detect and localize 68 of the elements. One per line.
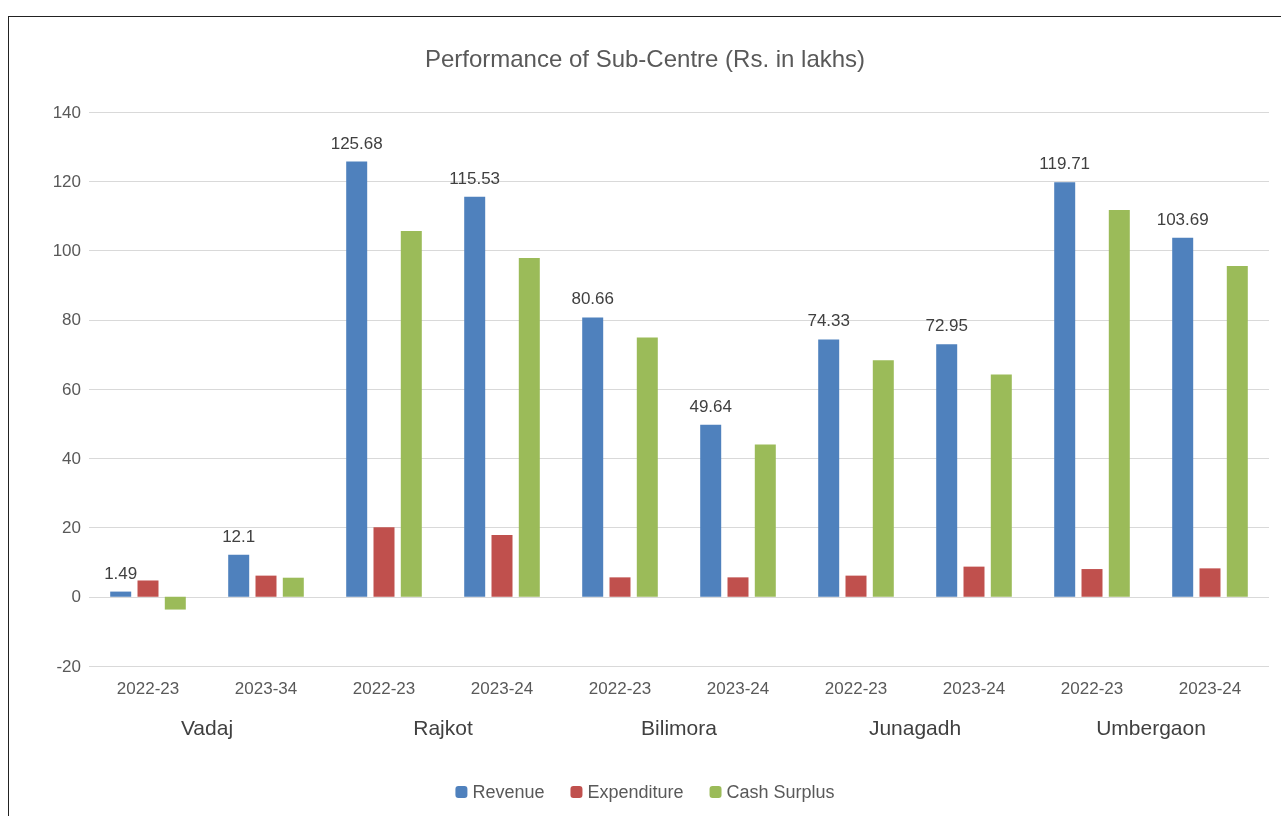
data-label: 12.1 bbox=[222, 526, 256, 546]
data-label: 119.71 bbox=[1039, 154, 1091, 174]
y-tick-label: 140 bbox=[52, 102, 81, 122]
data-label: 74.33 bbox=[807, 311, 850, 331]
x-tick-label: 2023-34 bbox=[234, 679, 298, 698]
bar bbox=[872, 360, 894, 597]
text: Junagadh bbox=[868, 716, 962, 739]
y-tick-label: 0 bbox=[71, 587, 81, 607]
x-tick-label: 2022-23 bbox=[824, 679, 888, 698]
bar bbox=[727, 577, 749, 597]
bar bbox=[491, 535, 513, 597]
bar bbox=[255, 575, 277, 597]
y-tick-label: 20 bbox=[62, 518, 81, 537]
x-tick-label: 2023-24 bbox=[470, 679, 534, 698]
data-label: 1.49 bbox=[104, 563, 138, 583]
y-tick-label: 100 bbox=[52, 241, 81, 260]
bar bbox=[346, 161, 368, 597]
bar bbox=[400, 231, 422, 597]
data-label: 125.68 bbox=[330, 133, 383, 153]
data-label: 80.66 bbox=[571, 289, 614, 309]
bar bbox=[754, 444, 776, 597]
bar bbox=[373, 527, 395, 597]
bar bbox=[1054, 182, 1076, 597]
legend-label: Expenditure bbox=[587, 782, 684, 802]
y-tick-label: 40 bbox=[62, 448, 81, 468]
bar bbox=[582, 317, 604, 597]
bar bbox=[845, 575, 867, 597]
bar bbox=[137, 580, 159, 597]
bar bbox=[609, 577, 631, 597]
chart-title: Performance of Sub-Centre (Rs. in lakhs) bbox=[424, 44, 866, 72]
x-tick-label: 2022-23 bbox=[116, 679, 180, 698]
data-label: 72.95 bbox=[925, 316, 968, 336]
data-label: 115.53 bbox=[449, 168, 501, 188]
bar bbox=[282, 577, 304, 597]
bar bbox=[1081, 569, 1103, 597]
text: Umbergaon bbox=[1096, 716, 1206, 739]
text: Bilimora bbox=[641, 716, 718, 739]
y-tick-label: 120 bbox=[52, 171, 81, 191]
x-tick-label: 2022-23 bbox=[352, 679, 416, 698]
bar bbox=[636, 337, 658, 597]
bar bbox=[1108, 209, 1130, 597]
x-tick-label: 2023-24 bbox=[1178, 679, 1242, 698]
bar bbox=[936, 344, 958, 597]
bar bbox=[1199, 568, 1221, 597]
bar bbox=[990, 374, 1012, 597]
bar bbox=[1226, 266, 1248, 597]
text: Vadaj bbox=[180, 716, 234, 739]
bar bbox=[164, 596, 186, 610]
bar bbox=[963, 566, 985, 597]
bar bbox=[464, 196, 486, 597]
data-label: 49.64 bbox=[689, 396, 732, 416]
bar bbox=[228, 554, 250, 597]
y-tick-label: -20 bbox=[56, 656, 81, 676]
y-tick-label: 80 bbox=[62, 310, 81, 330]
bar bbox=[518, 258, 540, 597]
data-label: 103.69 bbox=[1156, 209, 1209, 229]
bar bbox=[818, 339, 840, 597]
x-tick-label: 2022-23 bbox=[1060, 679, 1124, 698]
bar bbox=[1172, 237, 1194, 597]
x-tick-label: 2022-23 bbox=[588, 679, 652, 698]
bar bbox=[110, 591, 132, 597]
legend-label: Cash Surplus bbox=[726, 782, 835, 802]
x-tick-label: 2023-24 bbox=[942, 679, 1006, 698]
x-tick-label: 2023-24 bbox=[706, 679, 770, 698]
legend-label: Revenue bbox=[472, 782, 545, 802]
text: Rajkot bbox=[413, 716, 473, 739]
y-tick-label: 60 bbox=[62, 379, 81, 399]
bar bbox=[700, 424, 722, 597]
